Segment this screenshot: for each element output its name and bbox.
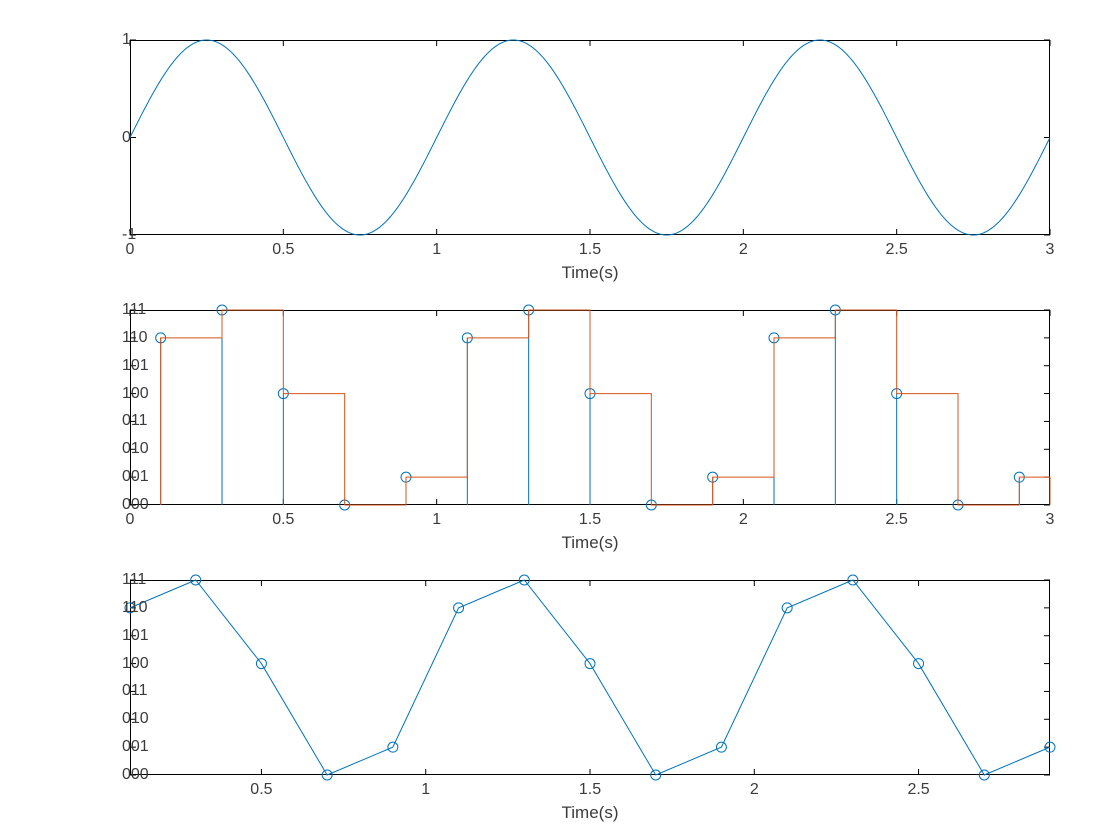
line-series bbox=[130, 580, 1050, 775]
xtick-label: 1 bbox=[421, 781, 430, 799]
subplot-ax2: 00.511.522.53000001010011100101110111Tim… bbox=[130, 310, 1050, 505]
xtick-label: 1 bbox=[432, 511, 441, 529]
xlabel: Time(s) bbox=[562, 803, 619, 823]
xtick-label: 0.5 bbox=[250, 781, 272, 799]
stairs-series bbox=[161, 310, 1050, 505]
xlabel: Time(s) bbox=[562, 263, 619, 283]
xtick-label: 0 bbox=[126, 241, 135, 259]
subplot-ax1: 00.511.522.53-101Time(s) bbox=[130, 40, 1050, 235]
xtick-label: 1.5 bbox=[579, 781, 601, 799]
xtick-label: 0.5 bbox=[272, 511, 294, 529]
plot-svg bbox=[130, 580, 1050, 775]
xtick-label: 1 bbox=[432, 241, 441, 259]
figure: 00.511.522.53-101Time(s)00.511.522.53000… bbox=[0, 0, 1120, 840]
xtick-label: 1.5 bbox=[579, 511, 601, 529]
xtick-label: 3 bbox=[1046, 241, 1055, 259]
xtick-label: 2.5 bbox=[886, 241, 908, 259]
subplot-ax3: 0.511.522.5000001010011100101110111Time(… bbox=[130, 580, 1050, 775]
xlabel: Time(s) bbox=[562, 533, 619, 553]
xtick-label: 2.5 bbox=[907, 781, 929, 799]
xtick-label: 2 bbox=[739, 241, 748, 259]
plot-svg bbox=[130, 40, 1050, 235]
xtick-label: 0.5 bbox=[272, 241, 294, 259]
xtick-label: 2 bbox=[739, 511, 748, 529]
sine-series bbox=[130, 40, 1050, 235]
xtick-label: 1.5 bbox=[579, 241, 601, 259]
plot-svg bbox=[130, 310, 1050, 505]
xtick-label: 2.5 bbox=[886, 511, 908, 529]
xtick-label: 0 bbox=[126, 511, 135, 529]
xtick-label: 3 bbox=[1046, 511, 1055, 529]
xtick-label: 2 bbox=[750, 781, 759, 799]
